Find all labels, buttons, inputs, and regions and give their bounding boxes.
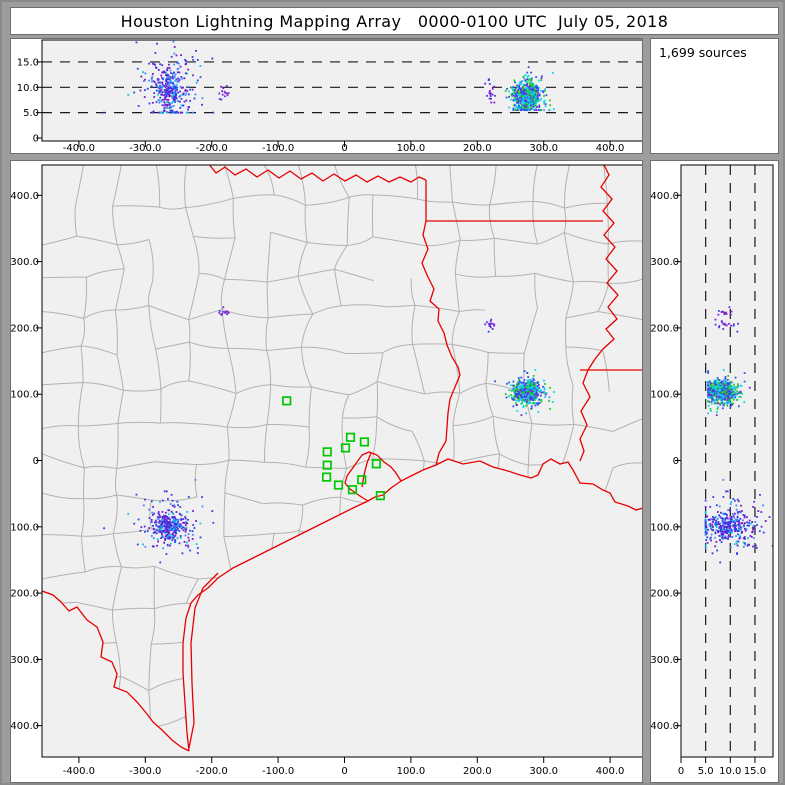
- lma-station-square: [322, 447, 332, 457]
- lma-station-square: [340, 443, 351, 453]
- axis-labels: 400.0 300.0 200.0 100.0 0 -100.0 -200.0 -300.0 -…: [651, 191, 766, 777]
- plot-background: [42, 40, 642, 141]
- svg-text:-400.0: -400.0: [63, 766, 95, 777]
- panel-plan-view: 400.0 300.0 200.0 100.0 0 -100.0 -200.0 -300.0 -…: [10, 160, 643, 783]
- lma-station-square: [321, 472, 332, 482]
- svg-text:100.0: 100.0: [397, 766, 426, 777]
- lma-station-square: [375, 491, 385, 501]
- title-bar: Houston Lightning Mapping Array 0000-010…: [10, 7, 779, 35]
- svg-text:200.0: 200.0: [11, 323, 39, 334]
- panel-ew-altitude: 0 5.0 10.0 15.0 -400.0 -300.0 -200.0 -100.0 0 100…: [10, 38, 643, 154]
- gulf-of-mexico: [183, 459, 642, 757]
- svg-text:100.0: 100.0: [397, 143, 426, 153]
- svg-text:200.0: 200.0: [651, 323, 679, 334]
- svg-text:300.0: 300.0: [529, 766, 558, 777]
- axis-labels: 400.0 300.0 200.0 100.0 0 -100.0 -200.0 -300.0 -…: [11, 191, 624, 777]
- svg-text:-200.0: -200.0: [196, 143, 228, 153]
- sources-count-label: 1,699 sources: [659, 45, 747, 60]
- sources-box: 1,699 sources: [650, 38, 779, 154]
- svg-text:-200.0: -200.0: [11, 589, 39, 600]
- svg-text:100.0: 100.0: [11, 390, 39, 401]
- svg-text:5.0: 5.0: [23, 108, 39, 119]
- plan-view-plot: 400.0 300.0 200.0 100.0 0 -100.0 -200.0 -300.0 -…: [11, 164, 642, 777]
- svg-text:-100.0: -100.0: [262, 766, 294, 777]
- svg-text:400.0: 400.0: [596, 766, 625, 777]
- svg-text:-400.0: -400.0: [651, 721, 679, 732]
- svg-text:0: 0: [341, 766, 347, 777]
- mexico-area: [42, 591, 189, 757]
- lma-station-square: [347, 485, 358, 495]
- svg-text:-300.0: -300.0: [129, 143, 161, 153]
- svg-text:300.0: 300.0: [651, 257, 679, 268]
- svg-text:0: 0: [33, 134, 39, 145]
- axis-labels: 0 5.0 10.0 15.0 -400.0 -300.0 -200.0 -100.0 0 100…: [17, 57, 625, 153]
- lma-station-square: [357, 475, 367, 485]
- svg-text:-100.0: -100.0: [11, 522, 39, 533]
- altitude-reference-dashes: [705, 165, 756, 757]
- svg-text:400.0: 400.0: [11, 191, 39, 202]
- svg-text:15.0: 15.0: [17, 57, 39, 68]
- svg-text:-400.0: -400.0: [63, 143, 95, 153]
- svg-text:10.0: 10.0: [17, 83, 39, 94]
- svg-text:-400.0: -400.0: [11, 721, 39, 732]
- svg-text:5.0: 5.0: [698, 766, 714, 777]
- svg-text:0: 0: [678, 766, 684, 777]
- lma-station-square: [282, 396, 292, 406]
- svg-text:100.0: 100.0: [651, 390, 679, 401]
- svg-text:200.0: 200.0: [463, 766, 492, 777]
- svg-text:300.0: 300.0: [529, 143, 558, 153]
- svg-text:-100.0: -100.0: [262, 143, 294, 153]
- svg-text:-200.0: -200.0: [196, 766, 228, 777]
- state-borders: [42, 165, 642, 752]
- svg-text:400.0: 400.0: [651, 191, 679, 202]
- panel-altitude-ns: 400.0 300.0 200.0 100.0 0 -100.0 -200.0 -300.0 -…: [650, 160, 779, 783]
- lma-station-square: [333, 480, 344, 490]
- svg-text:-300.0: -300.0: [11, 655, 39, 666]
- svg-text:10.0: 10.0: [719, 766, 741, 777]
- lma-station-squares: [282, 396, 385, 501]
- svg-text:200.0: 200.0: [463, 143, 492, 153]
- lma-station-square: [345, 432, 356, 442]
- svg-text:15.0: 15.0: [744, 766, 766, 777]
- altitude-ns-plot: 400.0 300.0 200.0 100.0 0 -100.0 -200.0 -300.0 -…: [651, 164, 774, 777]
- axis-ticks: [36, 61, 611, 147]
- svg-text:0: 0: [673, 456, 679, 467]
- page-title: Houston Lightning Mapping Array 0000-010…: [120, 11, 669, 31]
- svg-text:0: 0: [341, 143, 347, 153]
- svg-text:-300.0: -300.0: [651, 655, 679, 666]
- lightning-sources-plan: [103, 306, 555, 564]
- plot-background: [681, 165, 773, 757]
- axis-ticks: [36, 194, 611, 763]
- svg-text:0: 0: [33, 456, 39, 467]
- svg-text:300.0: 300.0: [11, 257, 39, 268]
- svg-text:400.0: 400.0: [596, 143, 625, 153]
- lma-station-square: [322, 460, 332, 470]
- svg-text:-100.0: -100.0: [651, 522, 679, 533]
- svg-text:-200.0: -200.0: [651, 589, 679, 600]
- svg-text:-300.0: -300.0: [129, 766, 161, 777]
- ew-altitude-plot: 0 5.0 10.0 15.0 -400.0 -300.0 -200.0 -100.0 0 100…: [17, 39, 642, 153]
- axis-ticks: [675, 194, 756, 763]
- lightning-sources-ew: [103, 40, 555, 114]
- lightning-sources-ns: [704, 306, 773, 564]
- lma-station-square: [371, 459, 381, 469]
- plot-frame: [41, 39, 642, 142]
- lma-station-square: [359, 437, 370, 447]
